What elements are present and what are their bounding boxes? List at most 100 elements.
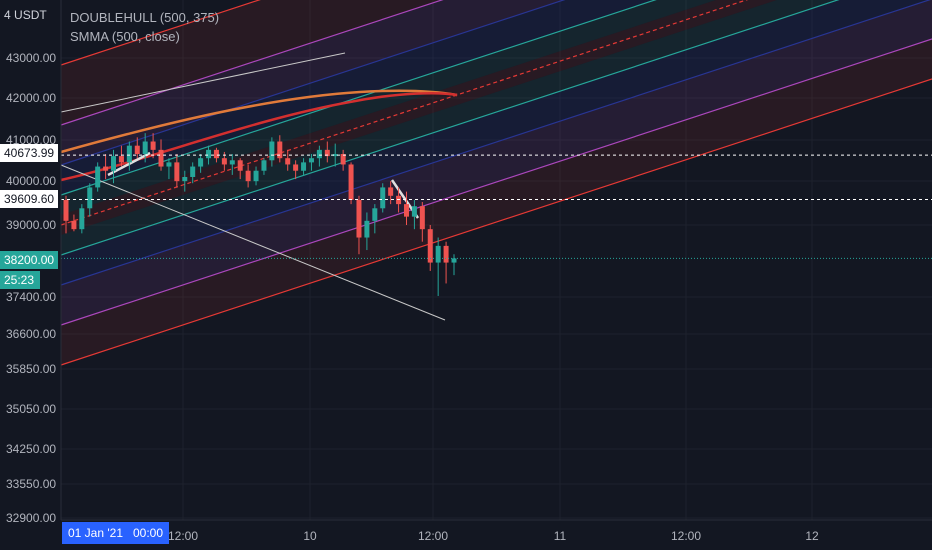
candle-body	[380, 187, 386, 209]
candle-body	[348, 164, 354, 200]
candle-body	[118, 156, 124, 163]
candle-body	[142, 141, 148, 155]
x-tick-label: 12:00	[671, 529, 701, 543]
candle-body	[277, 141, 283, 159]
channel-line	[60, 0, 931, 286]
candle-body	[158, 149, 164, 167]
ticker-prefix: 4	[4, 8, 11, 22]
candle-body	[316, 149, 322, 159]
candle-body	[253, 170, 259, 182]
candle-body	[103, 166, 109, 171]
x-tick-label: 10	[303, 529, 317, 543]
smma-curve-orange	[60, 89, 458, 154]
channel-line	[60, 0, 657, 196]
candle-body	[332, 154, 338, 157]
candle-body	[443, 245, 449, 263]
candle-body	[87, 187, 93, 209]
legend-smma[interactable]: SMMA (500, close)	[70, 29, 180, 44]
crosshair-date-tag: 01 Jan '21 00:00	[62, 522, 170, 544]
y-tick-label: 32900.00	[6, 511, 56, 525]
candle-body	[285, 158, 291, 165]
y-tick-label: 35050.00	[6, 402, 56, 416]
channel-line	[60, 0, 566, 166]
last-price-tag: 38200.00	[0, 251, 58, 269]
channel-band	[61, 39, 932, 365]
candle-body	[403, 204, 409, 217]
countdown-tag: 25:23	[0, 271, 40, 289]
candle-body	[229, 160, 235, 165]
candle-body	[206, 149, 212, 159]
candle-body	[451, 258, 457, 263]
candle-body	[372, 208, 378, 221]
candle-body	[111, 156, 117, 171]
candle-body	[166, 162, 172, 167]
candle-body	[213, 149, 219, 159]
candle-body	[150, 141, 156, 150]
candle-body	[126, 145, 132, 163]
candle-body	[435, 245, 441, 263]
y-tick-label: 35850.00	[6, 362, 56, 376]
candle-body	[324, 149, 330, 157]
y-tick-label: 39000.00	[6, 218, 56, 232]
candle-body	[419, 206, 425, 230]
horizontal-lines	[61, 154, 932, 259]
channel-line	[60, 0, 840, 256]
x-tick-label: 12:00	[168, 529, 198, 543]
doublehull-channel	[60, 0, 932, 366]
candle-body	[79, 208, 85, 230]
currency-label[interactable]: 4 USDT	[0, 6, 51, 24]
candle-body	[134, 145, 140, 155]
channel-line	[60, 38, 932, 326]
candle-body	[237, 160, 243, 171]
candle-body	[356, 199, 362, 238]
candle-body	[63, 199, 69, 221]
channel-line	[60, 78, 932, 366]
candle-body	[261, 160, 267, 171]
y-axis: 43000.00 42000.00 41000.00 40000.00 39000.00…	[6, 51, 56, 525]
y-tick-label: 41000.00	[6, 133, 56, 147]
candle-body	[388, 187, 394, 196]
candle-body	[301, 162, 307, 171]
x-axis: 12:00 10 12:00 11 12:00 12	[168, 529, 819, 543]
hline-upper-tag[interactable]: 40673.99	[0, 144, 58, 162]
candle-body	[308, 158, 314, 163]
channel-line	[60, 0, 749, 226]
candle-body	[269, 141, 275, 161]
trend-line-upper	[60, 52, 346, 113]
candle-body	[182, 176, 188, 182]
candles	[63, 133, 457, 296]
candle-body	[71, 220, 77, 230]
y-tick-label: 43000.00	[6, 51, 56, 65]
y-tick-label: 42000.00	[6, 91, 56, 105]
candle-body	[190, 166, 196, 177]
y-tick-label: 33550.00	[6, 477, 56, 491]
candle-body	[245, 170, 251, 182]
hline-lower-tag[interactable]: 39609.60	[0, 190, 58, 208]
candle-body	[364, 220, 370, 238]
ticker-label: USDT	[14, 8, 47, 22]
indicator-legend[interactable]: DOUBLEHULL (500, 375) SMMA (500, close)	[70, 8, 219, 46]
trend-lines	[60, 52, 446, 321]
candle-body	[198, 158, 204, 167]
legend-doublehull[interactable]: DOUBLEHULL (500, 375)	[70, 10, 220, 25]
candle-body	[340, 154, 346, 165]
channel-band	[61, 0, 932, 325]
channel-line	[60, 0, 444, 126]
candle-body	[411, 206, 417, 217]
channel-line	[60, 0, 261, 66]
y-tick-label: 40000.00	[6, 174, 56, 188]
candle-body	[293, 164, 299, 171]
trend-line-lower	[60, 164, 446, 321]
x-tick-label: 12	[805, 529, 819, 543]
x-tick-label: 11	[554, 529, 567, 543]
candle-body	[221, 158, 227, 165]
x-tick-label: 12:00	[418, 529, 448, 543]
y-tick-label: 34250.00	[6, 442, 56, 456]
candle-body	[427, 229, 433, 263]
y-tick-label: 36600.00	[6, 327, 56, 341]
candle-body	[95, 166, 101, 188]
y-tick-label: 37400.00	[6, 290, 56, 304]
candle-body	[174, 162, 180, 182]
